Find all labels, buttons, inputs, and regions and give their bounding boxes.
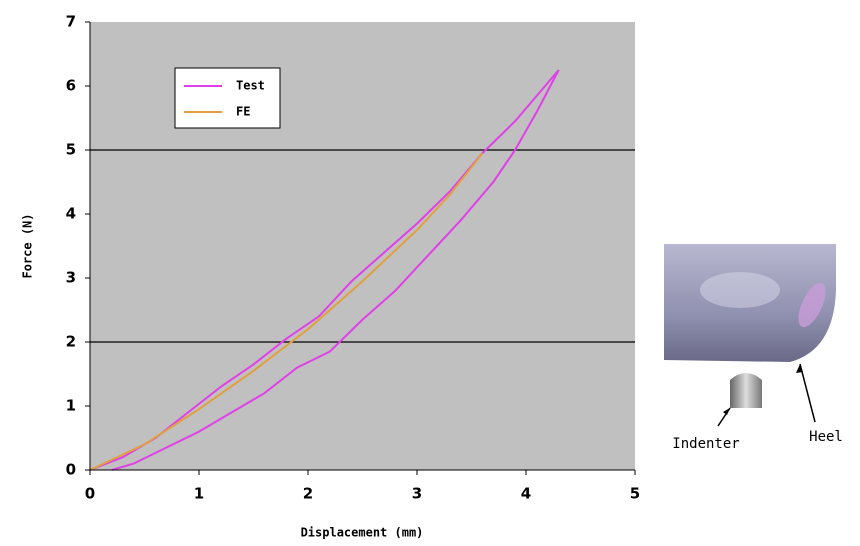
legend-label: FE: [236, 105, 250, 119]
y-axis-label: Force (N): [21, 213, 35, 278]
y-tick-label: 0: [66, 461, 76, 479]
x-tick-label: 1: [194, 485, 204, 503]
y-tick-label: 7: [66, 13, 76, 31]
legend-box: [174, 67, 281, 129]
y-tick-label: 2: [66, 333, 76, 351]
y-tick-label: 1: [66, 397, 76, 415]
y-tick-label: 4: [66, 205, 76, 223]
series-line: [89, 69, 560, 471]
annotation: Indenter: [672, 436, 739, 452]
x-axis-label: Displacement (mm): [301, 526, 424, 540]
y-tick-label: 3: [66, 269, 76, 287]
x-tick-label: 0: [85, 485, 95, 503]
annotation: Heel: [809, 429, 843, 445]
legend-label: Test: [236, 79, 265, 93]
x-tick-label: 5: [630, 485, 640, 503]
x-tick-label: 4: [521, 485, 531, 503]
x-tick-label: 3: [412, 485, 422, 503]
y-tick-label: 6: [66, 77, 76, 95]
heel-image: [664, 244, 836, 427]
y-tick-label: 5: [66, 141, 76, 159]
x-tick-label: 2: [303, 485, 313, 503]
series-line: [89, 152, 484, 471]
plot-area: [90, 22, 635, 470]
